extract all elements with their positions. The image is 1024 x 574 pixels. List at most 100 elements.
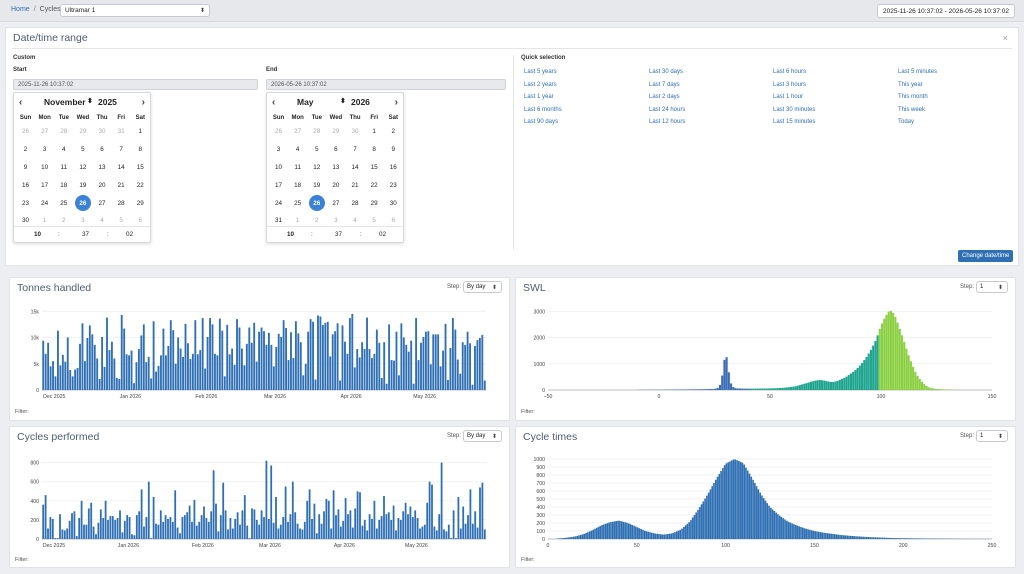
calendar-day[interactable]: 9 xyxy=(384,146,403,153)
month-select[interactable]: May xyxy=(297,97,314,107)
calendar-day[interactable]: 2 xyxy=(307,217,326,224)
calendar-day[interactable]: 27 xyxy=(288,128,307,135)
quick-link[interactable]: Last 1 year xyxy=(524,94,554,100)
calendar-day[interactable]: 7 xyxy=(346,146,365,153)
calendar-day[interactable]: 7 xyxy=(112,146,131,153)
swl-step-select[interactable]: 1 ⬍ xyxy=(976,281,1008,293)
calendar-day[interactable]: 15 xyxy=(131,164,150,171)
quick-link[interactable]: This year xyxy=(898,81,923,88)
calendar-day[interactable]: 4 xyxy=(288,146,307,153)
calendar-day[interactable]: 6 xyxy=(93,146,112,153)
calendar-day[interactable]: 23 xyxy=(16,200,35,207)
calendar-day[interactable]: 8 xyxy=(365,146,384,153)
calendar-day[interactable]: 27 xyxy=(326,200,345,207)
calendar-day[interactable]: 12 xyxy=(307,164,326,171)
start-date-input[interactable]: 2025-11-26 10:37:02 xyxy=(13,79,258,90)
calendar-day[interactable]: 14 xyxy=(346,164,365,171)
month-spin-icon[interactable]: ⬍ xyxy=(87,98,93,105)
breadcrumb-cycles[interactable]: Cycles xyxy=(39,6,61,13)
selected-day[interactable]: 26 xyxy=(73,195,92,212)
calendar-day[interactable]: 3 xyxy=(326,217,345,224)
calendar-day[interactable]: 15 xyxy=(365,164,384,171)
device-select[interactable]: Ultramar 1 ⬍ xyxy=(60,4,210,17)
calendar-day[interactable]: 18 xyxy=(288,182,307,189)
quick-link[interactable]: Last 12 hours xyxy=(649,119,686,125)
calendar-day[interactable]: 24 xyxy=(269,200,288,207)
year-input[interactable]: 2025 xyxy=(98,97,117,107)
selected-day[interactable]: 26 xyxy=(307,195,326,212)
calendar-day[interactable]: 22 xyxy=(365,182,384,189)
breadcrumb-home-link[interactable]: Home xyxy=(11,6,30,13)
calendar-day[interactable]: 6 xyxy=(384,217,403,224)
quick-link[interactable]: Last 5 years xyxy=(524,69,557,75)
calendar-day[interactable]: 11 xyxy=(288,164,307,171)
hour-input[interactable]: 10 xyxy=(34,231,42,238)
calendar-day[interactable]: 20 xyxy=(326,182,345,189)
calendar-day[interactable]: 23 xyxy=(384,182,403,189)
next-month-icon[interactable]: › xyxy=(141,97,145,108)
year-input[interactable]: 2026 xyxy=(351,97,370,107)
calendar-day[interactable]: 10 xyxy=(35,164,54,171)
calendar-day[interactable]: 4 xyxy=(93,217,112,224)
calendar-day[interactable]: 10 xyxy=(269,164,288,171)
calendar-day[interactable]: 29 xyxy=(326,128,345,135)
quick-link[interactable]: This month xyxy=(898,94,928,100)
calendar-day[interactable]: 18 xyxy=(54,182,73,189)
calendar-day[interactable]: 17 xyxy=(269,182,288,189)
quick-link[interactable]: Last 2 years xyxy=(524,81,557,88)
calendar-day[interactable]: 2 xyxy=(384,128,403,135)
calendar-day[interactable]: 30 xyxy=(384,200,403,207)
calendar-day[interactable]: 27 xyxy=(35,128,54,135)
tonnes-step-select[interactable]: By day ⬍ xyxy=(463,281,502,293)
hour-input[interactable]: 10 xyxy=(287,231,295,238)
calendar-day[interactable]: 21 xyxy=(112,182,131,189)
date-range-button[interactable]: 2025-11-26 10:37:02 - 2026-05-26 10:37:0… xyxy=(876,4,1015,18)
calendar-day[interactable]: 20 xyxy=(93,182,112,189)
calendar-day[interactable]: 29 xyxy=(365,200,384,207)
calendar-day[interactable]: 22 xyxy=(131,182,150,189)
calendar-day[interactable]: 29 xyxy=(131,200,150,207)
calendar-day[interactable]: 5 xyxy=(73,146,92,153)
month-spin-icon[interactable]: ⬍ xyxy=(340,98,346,105)
quick-link[interactable]: Last 7 days xyxy=(649,81,680,88)
quick-link[interactable]: Last 3 hours xyxy=(773,81,807,88)
next-month-icon[interactable]: › xyxy=(394,97,398,108)
cycles-step-select[interactable]: By day ⬍ xyxy=(463,430,502,442)
quick-link[interactable]: Last 1 hour xyxy=(773,94,804,100)
calendar-day[interactable]: 24 xyxy=(35,200,54,207)
calendar-day[interactable]: 12 xyxy=(73,164,92,171)
calendar-day[interactable]: 29 xyxy=(73,128,92,135)
cycletimes-step-select[interactable]: 1 ⬍ xyxy=(976,430,1008,442)
calendar-day[interactable]: 28 xyxy=(346,200,365,207)
calendar-day[interactable]: 5 xyxy=(112,217,131,224)
calendar-day[interactable]: 21 xyxy=(346,182,365,189)
calendar-day[interactable]: 19 xyxy=(307,182,326,189)
calendar-day[interactable]: 25 xyxy=(288,200,307,207)
second-input[interactable]: 02 xyxy=(379,231,387,238)
calendar-day[interactable]: 1 xyxy=(288,217,307,224)
quick-link[interactable]: Last 30 minutes xyxy=(773,106,816,113)
calendar-day[interactable]: 6 xyxy=(326,146,345,153)
calendar-day[interactable]: 3 xyxy=(35,146,54,153)
calendar-day[interactable]: 8 xyxy=(131,146,150,153)
calendar-day[interactable]: 2 xyxy=(54,217,73,224)
calendar-day[interactable]: 5 xyxy=(307,146,326,153)
change-datetime-button[interactable]: Change date/time xyxy=(958,250,1014,262)
close-icon[interactable]: × xyxy=(1002,33,1008,43)
calendar-day[interactable]: 16 xyxy=(384,164,403,171)
minute-input[interactable]: 37 xyxy=(82,231,90,238)
quick-link[interactable]: Last 5 minutes xyxy=(898,69,938,75)
calendar-day[interactable]: 30 xyxy=(93,128,112,135)
minute-input[interactable]: 37 xyxy=(335,231,343,238)
calendar-day[interactable]: 25 xyxy=(54,200,73,207)
calendar-day[interactable]: 19 xyxy=(73,182,92,189)
calendar-day[interactable]: 9 xyxy=(16,164,35,171)
quick-link[interactable]: Last 6 months xyxy=(524,106,562,113)
calendar-day[interactable]: 28 xyxy=(54,128,73,135)
calendar-day[interactable]: 26 xyxy=(269,128,288,135)
quick-link[interactable]: Last 6 hours xyxy=(773,69,807,75)
quick-link[interactable]: Last 30 days xyxy=(649,69,684,75)
calendar-day[interactable]: 13 xyxy=(93,164,112,171)
calendar-day[interactable]: 1 xyxy=(365,128,384,135)
month-select[interactable]: November xyxy=(44,97,86,107)
